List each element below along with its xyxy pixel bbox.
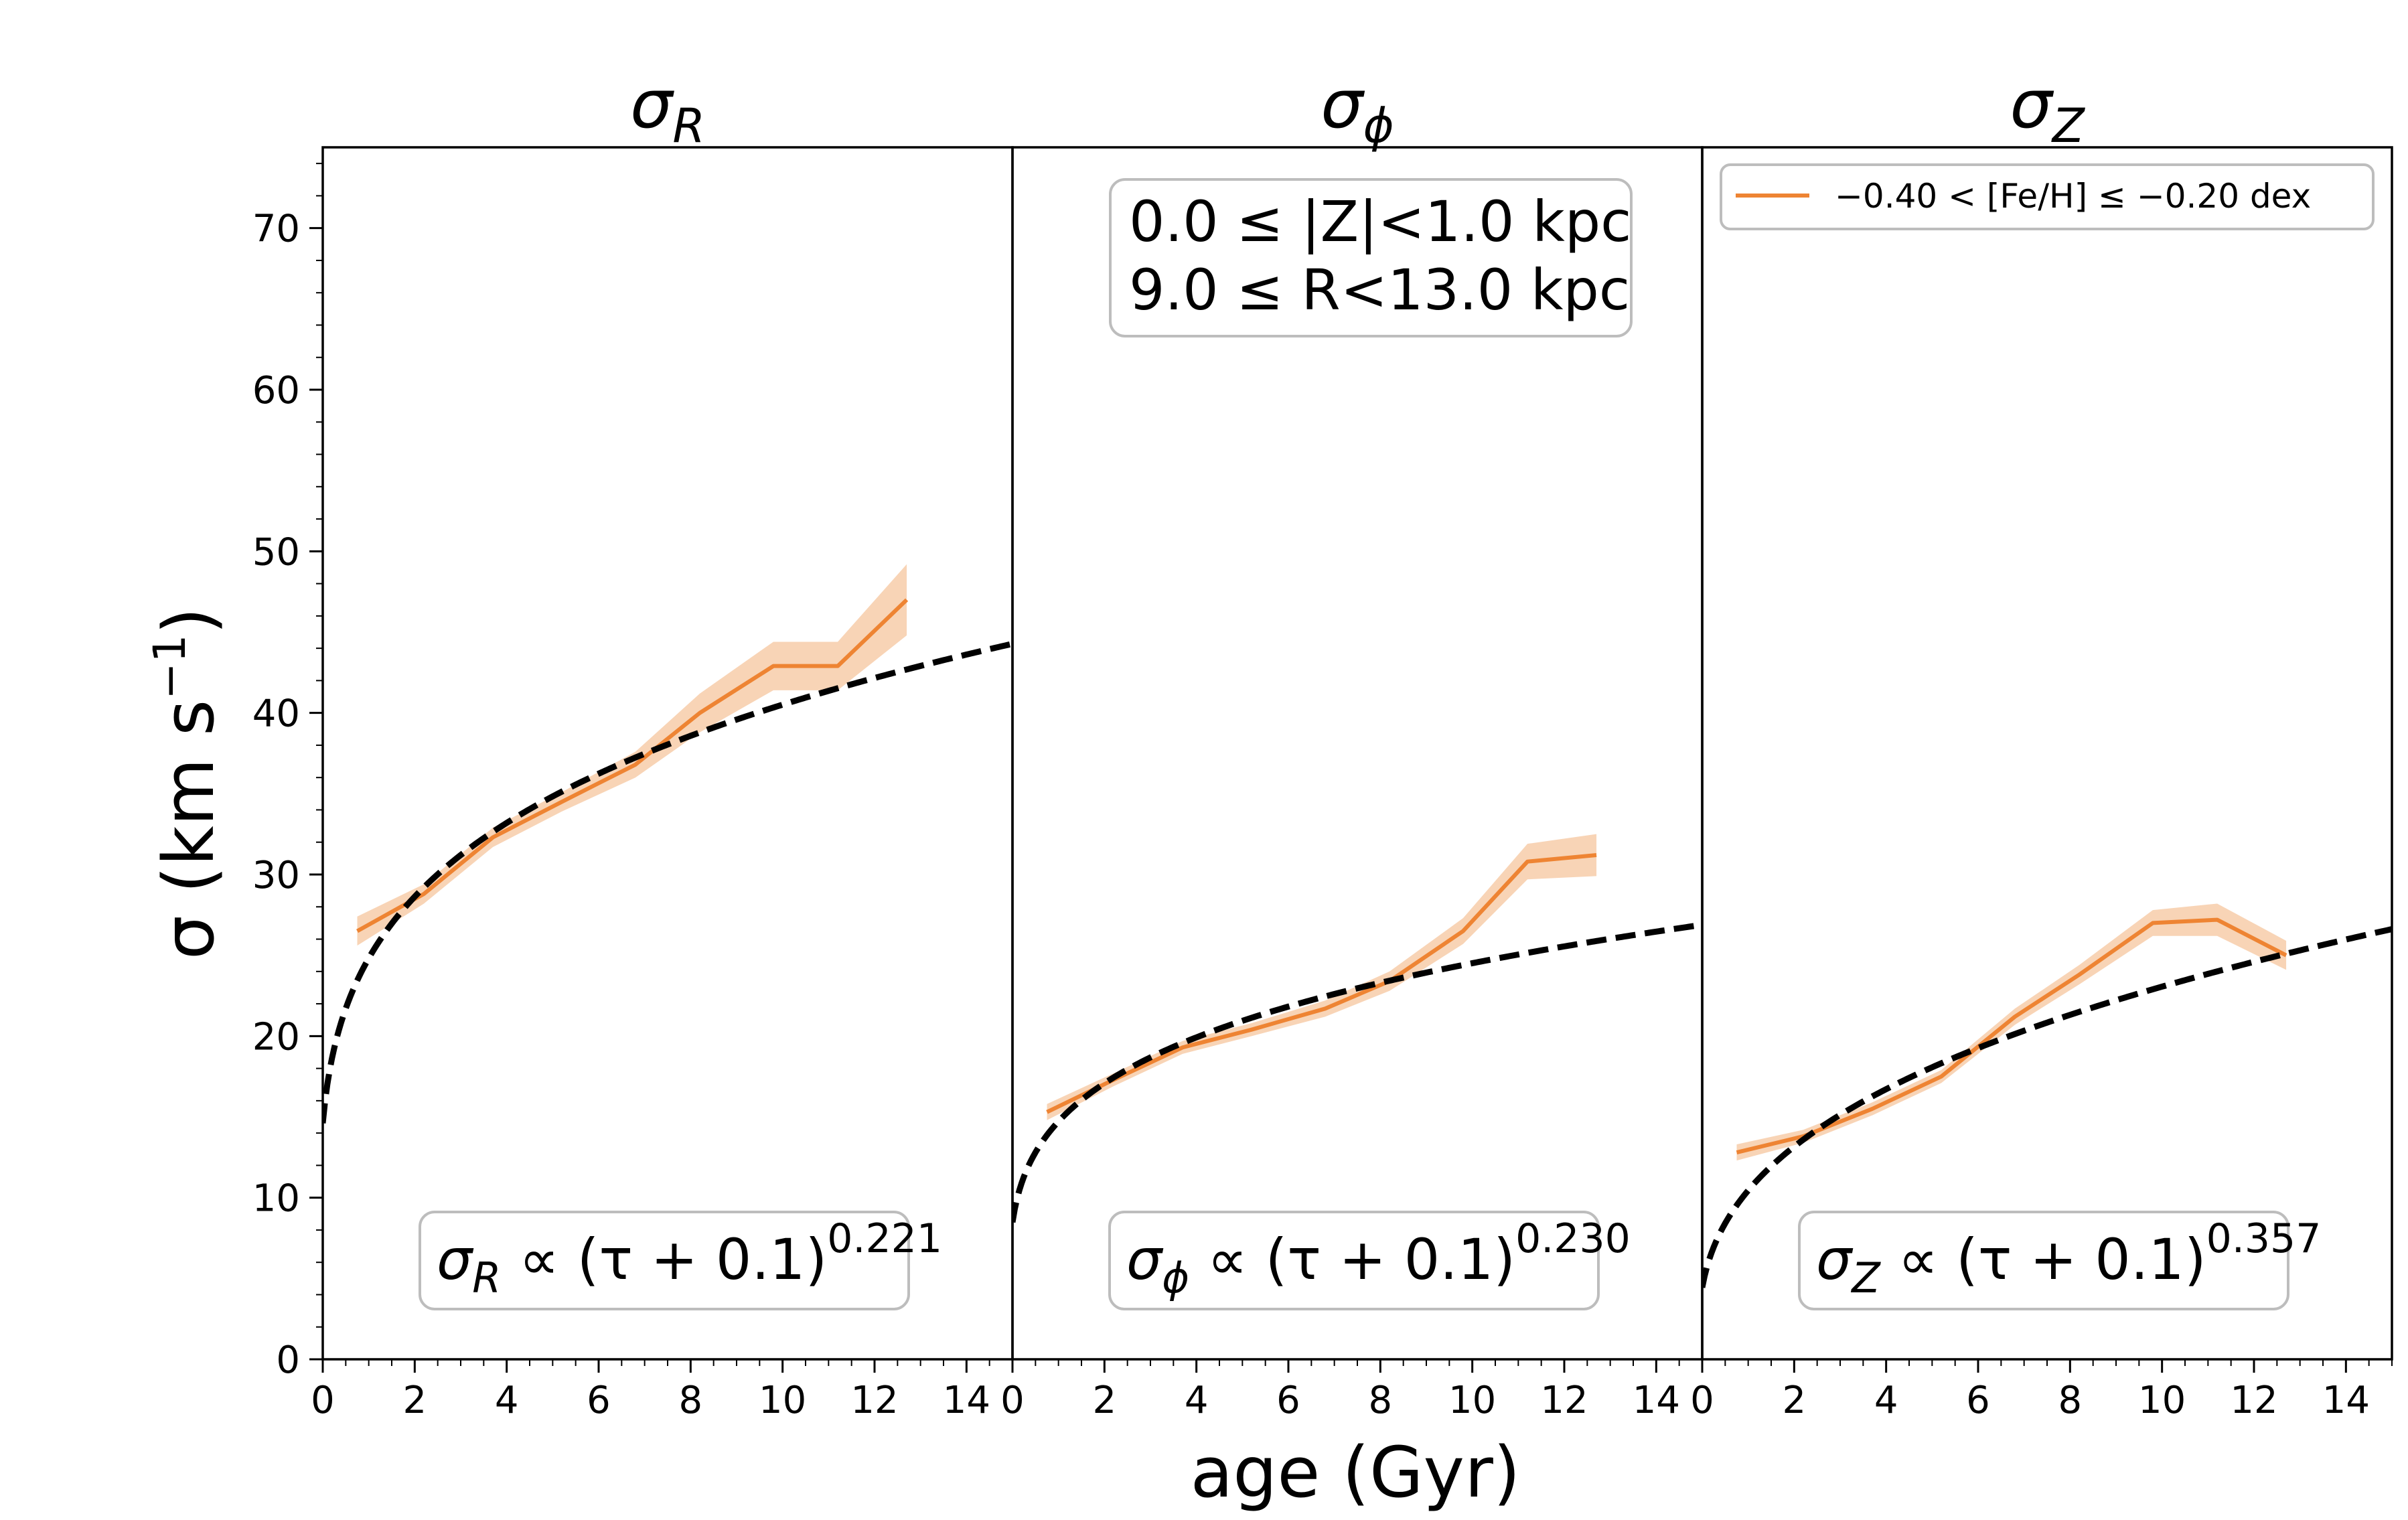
fit-label-expression: ∝ (τ + 0.1) xyxy=(1189,1227,1515,1292)
y-tick-label-20: 20 xyxy=(252,1015,300,1059)
x-tick-label-z-12: 12 xyxy=(2230,1379,2277,1422)
panel-title-symbol: σ xyxy=(630,65,674,143)
x-tick-label-phi-6: 6 xyxy=(1276,1379,1300,1422)
fit-label-symbol: σ xyxy=(1126,1227,1164,1292)
legend: −0.40 < [Fe/H] ≤ −0.20 dex xyxy=(1720,163,2375,230)
error-band-r xyxy=(357,564,907,946)
x-tick-label-phi-2: 2 xyxy=(1093,1379,1117,1422)
x-tick-label-z-14: 14 xyxy=(2322,1379,2370,1422)
x-tick-label-r-4: 4 xyxy=(495,1379,519,1422)
y-axis-title-superscript: −1 xyxy=(144,634,196,699)
panel-title-subscript: Z xyxy=(2051,98,2086,153)
x-tick-label-r-2: 2 xyxy=(403,1379,427,1422)
fit-label-r: σR ∝ (τ + 0.1)0.221 xyxy=(437,1215,942,1302)
x-tick-label-phi-12: 12 xyxy=(1540,1379,1588,1422)
x-tick-label-phi-8: 8 xyxy=(1369,1379,1393,1422)
panel-title-r: σR xyxy=(630,65,705,153)
x-axis-title: age (Gyr) xyxy=(1191,1432,1521,1513)
y-tick-label-30: 30 xyxy=(252,854,300,897)
panel-title-z: σZ xyxy=(2010,65,2085,153)
y-tick-label-40: 40 xyxy=(252,692,300,736)
error-band-z xyxy=(1736,903,2287,1161)
x-tick-label-z-4: 4 xyxy=(1874,1379,1898,1422)
selection-box-r-range: 9.0 ≤ R<13.0 kpc xyxy=(1129,257,1630,323)
fit-label-exponent: 0.230 xyxy=(1515,1215,1631,1262)
selection-box-frame xyxy=(1109,178,1633,337)
x-tick-label-z-0: 0 xyxy=(1690,1379,1714,1422)
panel-title-subscript: R xyxy=(672,98,705,153)
fit-label-phi: σϕ ∝ (τ + 0.1)0.230 xyxy=(1126,1215,1631,1302)
panel-title-symbol: σ xyxy=(2010,65,2054,143)
legend-frame xyxy=(1720,163,2375,230)
x-tick-label-r-8: 8 xyxy=(679,1379,703,1422)
x-tick-label-r-12: 12 xyxy=(850,1379,898,1422)
fit-label-symbol: σ xyxy=(1816,1227,1854,1292)
y-tick-label-10: 10 xyxy=(252,1177,300,1221)
fit-curve-phi xyxy=(1012,921,1702,1223)
fit-label-box-phi xyxy=(1108,1211,1600,1310)
x-tick-label-phi-10: 10 xyxy=(1448,1379,1496,1422)
legend-label: −0.40 < [Fe/H] ≤ −0.20 dex xyxy=(1835,177,2311,216)
x-tick-label-r-10: 10 xyxy=(759,1379,806,1422)
y-tick-label-50: 50 xyxy=(252,530,300,574)
fit-label-exponent: 0.221 xyxy=(827,1215,942,1262)
x-tick-label-r-0: 0 xyxy=(311,1379,335,1422)
data-line-r xyxy=(356,598,909,933)
selection-box-z-range: 0.0 ≤ |Z|<1.0 kpc xyxy=(1129,189,1631,254)
x-tick-label-z-6: 6 xyxy=(1966,1379,1990,1422)
fit-label-subscript: ϕ xyxy=(1162,1253,1189,1302)
fit-label-subscript: Z xyxy=(1850,1253,1881,1302)
x-tick-label-z-2: 2 xyxy=(1783,1379,1807,1422)
panel-title-phi: σϕ xyxy=(1321,65,1394,153)
fit-label-expression: ∝ (τ + 0.1) xyxy=(1880,1227,2206,1292)
fit-curve-r xyxy=(323,641,1012,1124)
data-line-phi xyxy=(1046,853,1597,1114)
x-tick-label-phi-14: 14 xyxy=(1633,1379,1680,1422)
y-tick-label-0: 0 xyxy=(276,1339,300,1382)
panel-title-subscript: ϕ xyxy=(1363,98,1394,153)
x-tick-label-phi-4: 4 xyxy=(1185,1379,1209,1422)
x-tick-label-z-10: 10 xyxy=(2138,1379,2186,1422)
fit-label-subscript: R xyxy=(472,1253,501,1302)
fit-label-symbol: σ xyxy=(437,1227,474,1292)
selection-box: 0.0 ≤ |Z|<1.0 kpc 9.0 ≤ R<13.0 kpc xyxy=(1109,178,1633,337)
fit-label-exponent: 0.357 xyxy=(2206,1215,2322,1262)
x-tick-label-r-6: 6 xyxy=(587,1379,611,1422)
fit-label-box-r xyxy=(419,1211,910,1310)
x-tick-label-phi-0: 0 xyxy=(1000,1379,1025,1422)
y-tick-label-60: 60 xyxy=(252,369,300,412)
x-tick-label-z-8: 8 xyxy=(2058,1379,2083,1422)
fit-label-expression: ∝ (τ + 0.1) xyxy=(501,1227,827,1292)
fit-label-box-z xyxy=(1798,1211,2289,1310)
x-tick-label-r-14: 14 xyxy=(943,1379,990,1422)
y-tick-label-70: 70 xyxy=(252,208,300,251)
fit-curve-z xyxy=(1702,926,2392,1288)
y-axis-title: σ (km s−1) xyxy=(144,607,230,960)
fit-label-z: σZ ∝ (τ + 0.1)0.357 xyxy=(1816,1215,2321,1302)
panel-title-symbol: σ xyxy=(1321,65,1365,143)
